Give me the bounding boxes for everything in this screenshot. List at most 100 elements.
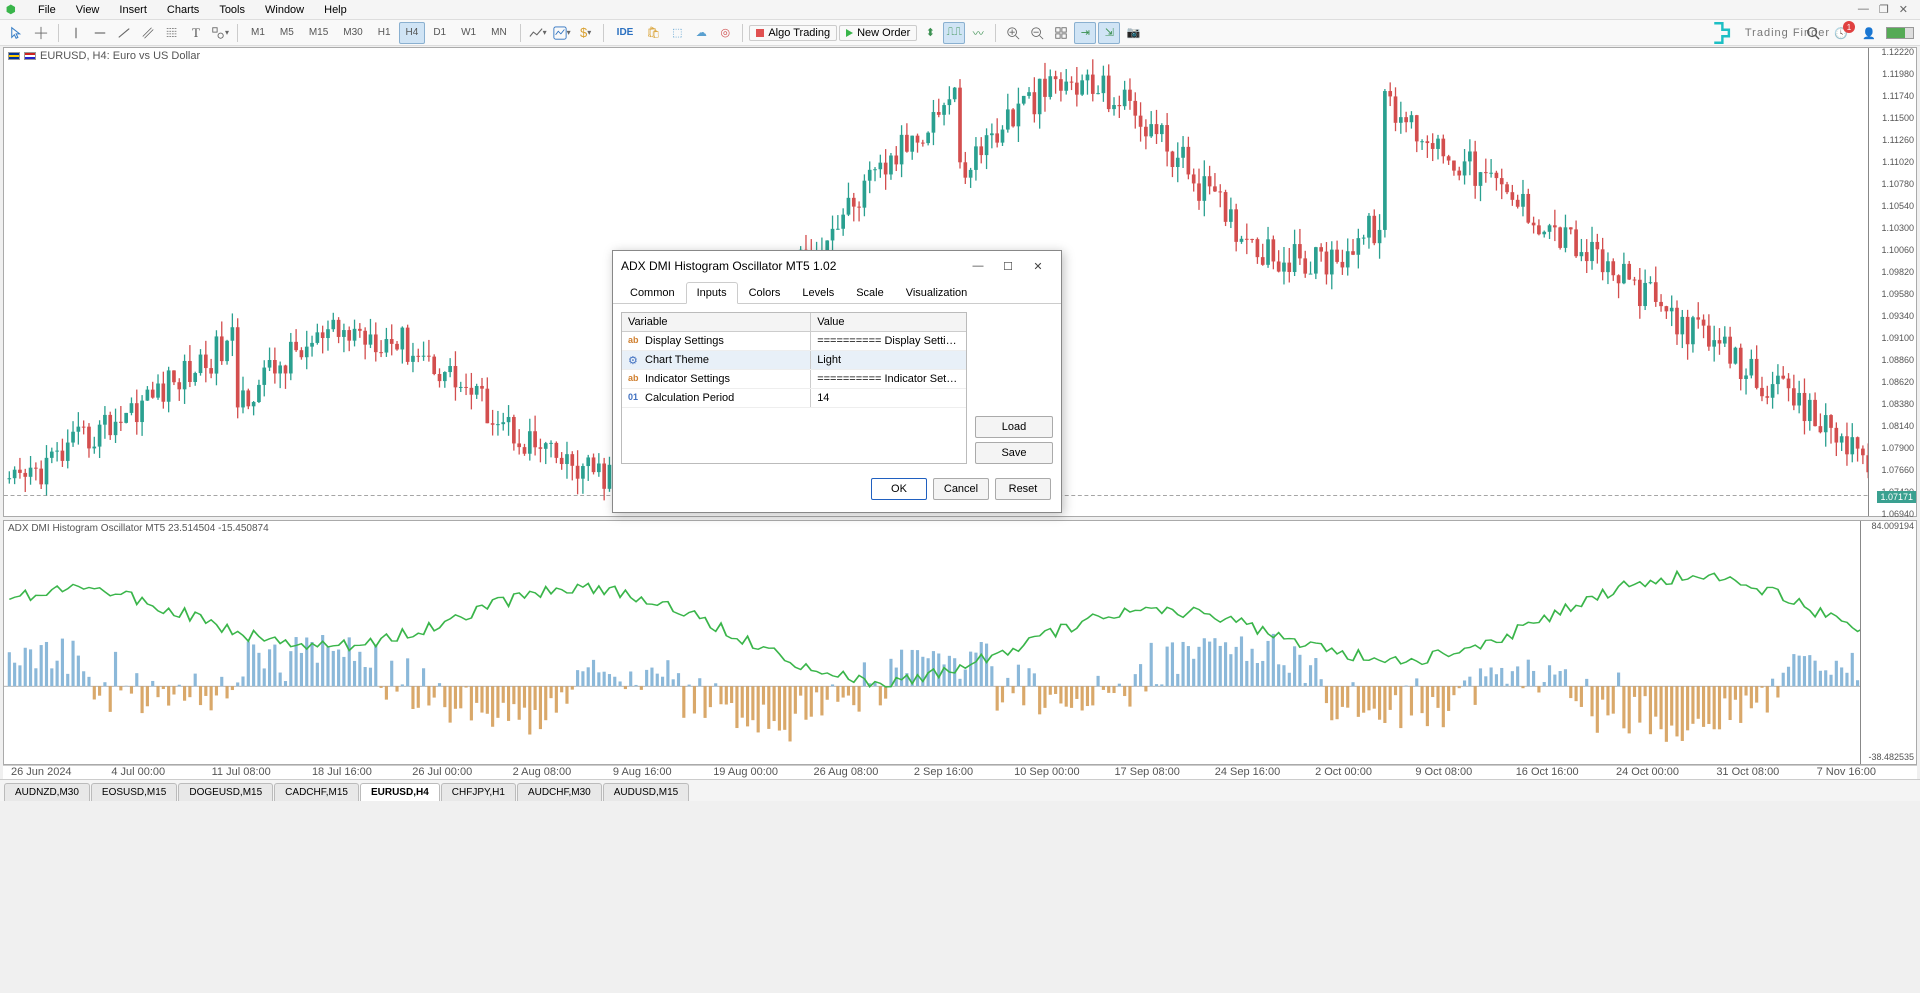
window-minimize-icon[interactable]: — <box>1858 3 1869 16</box>
save-button[interactable]: Save <box>975 442 1053 464</box>
dialog-tab-visualization[interactable]: Visualization <box>895 282 979 304</box>
dialog-titlebar[interactable]: ADX DMI Histogram Oscillator MT5 1.02 — … <box>613 251 1061 281</box>
chart-tab[interactable]: AUDCHF,M30 <box>517 783 602 801</box>
screenshot-icon[interactable]: 📷 <box>1122 22 1144 44</box>
objects-dropdown-icon[interactable]: ▾ <box>209 22 231 44</box>
hline-tool-icon[interactable] <box>89 22 111 44</box>
connection-status-icon[interactable] <box>1886 27 1914 39</box>
chart-tab[interactable]: DOGEUSD,M15 <box>178 783 273 801</box>
time-tick: 26 Jul 00:00 <box>412 766 512 779</box>
tile-icon[interactable] <box>1050 22 1072 44</box>
indicator-panel[interactable]: ADX DMI Histogram Oscillator MT5 23.5145… <box>3 520 1917 765</box>
load-button[interactable]: Load <box>975 416 1053 438</box>
menu-insert[interactable]: Insert <box>109 2 157 18</box>
vps-icon[interactable]: ⬚ <box>666 22 688 44</box>
cancel-button[interactable]: Cancel <box>933 478 989 500</box>
price-tick: 1.07900 <box>1881 443 1914 453</box>
time-tick: 18 Jul 16:00 <box>312 766 412 779</box>
time-axis: 26 Jun 20244 Jul 00:0011 Jul 08:0018 Jul… <box>3 765 1917 779</box>
dialog-title: ADX DMI Histogram Oscillator MT5 1.02 <box>621 259 963 273</box>
menu-window[interactable]: Window <box>255 2 314 18</box>
dialog-close-icon[interactable]: ✕ <box>1023 255 1053 277</box>
vline-tool-icon[interactable] <box>65 22 87 44</box>
price-tick: 1.11740 <box>1882 91 1914 101</box>
window-restore-icon[interactable]: ❐ <box>1879 3 1889 16</box>
market-icon[interactable]: 🛍 <box>642 22 664 44</box>
input-row[interactable]: ⚙Chart ThemeLight <box>622 351 966 370</box>
menu-file[interactable]: File <box>28 2 66 18</box>
flag-us-icon <box>24 52 36 60</box>
chart-tab[interactable]: CHFJPY,H1 <box>441 783 516 801</box>
price-tick: 1.11980 <box>1882 69 1914 79</box>
signals-icon[interactable]: ◎ <box>714 22 736 44</box>
zoom-out-icon[interactable] <box>1026 22 1048 44</box>
shift-chart-icon[interactable]: ⇥ <box>1074 22 1096 44</box>
dialog-tab-inputs[interactable]: Inputs <box>686 282 738 304</box>
chart-tab[interactable]: EOSUSD,M15 <box>91 783 177 801</box>
chart-tab[interactable]: AUDNZD,M30 <box>4 783 90 801</box>
input-row[interactable]: abDisplay Settings========== Display Set… <box>622 332 966 351</box>
dialog-tab-colors[interactable]: Colors <box>738 282 792 304</box>
price-tick: 1.09580 <box>1881 289 1914 299</box>
price-tick: 1.09820 <box>1881 267 1914 277</box>
reset-button[interactable]: Reset <box>995 478 1051 500</box>
window-close-icon[interactable]: ✕ <box>1899 3 1908 16</box>
cloud-icon[interactable]: ☁ <box>690 22 712 44</box>
chart-signal-icon[interactable]: 〰 <box>967 22 989 44</box>
dialog-tab-levels[interactable]: Levels <box>791 282 845 304</box>
ok-button[interactable]: OK <box>871 478 927 500</box>
time-tick: 26 Aug 08:00 <box>814 766 914 779</box>
indicators-dropdown-icon[interactable]: ▾ <box>551 22 573 44</box>
algo-trading-label: Algo Trading <box>768 27 830 39</box>
templates-dropdown-icon[interactable]: $▾ <box>575 22 597 44</box>
timeframe-m15[interactable]: M15 <box>302 22 335 44</box>
trade-up-icon[interactable]: ⬍ <box>919 22 941 44</box>
trendline-tool-icon[interactable] <box>113 22 135 44</box>
timeframe-m1[interactable]: M1 <box>244 22 272 44</box>
price-tick: 1.11260 <box>1882 135 1914 145</box>
channel-tool-icon[interactable] <box>137 22 159 44</box>
notifications-icon[interactable]: 🕓1 <box>1830 22 1852 44</box>
menu-charts[interactable]: Charts <box>157 2 209 18</box>
text-tool-icon[interactable]: T <box>185 22 207 44</box>
input-row[interactable]: abIndicator Settings========== Indicator… <box>622 370 966 389</box>
chart-tab[interactable]: EURUSD,H4 <box>360 783 440 801</box>
dialog-maximize-icon[interactable]: ☐ <box>993 255 1023 277</box>
menu-bar: ⬢ File View Insert Charts Tools Window H… <box>0 0 1920 20</box>
cursor-tool-icon[interactable] <box>6 22 28 44</box>
timeframe-d1[interactable]: D1 <box>426 22 453 44</box>
input-row[interactable]: 01Calculation Period14 <box>622 389 966 408</box>
price-tick: 1.11020 <box>1882 157 1914 167</box>
new-order-button[interactable]: New Order <box>839 25 917 41</box>
account-icon[interactable]: 👤 <box>1858 22 1880 44</box>
inputs-grid[interactable]: Variable Value abDisplay Settings=======… <box>621 312 967 464</box>
time-tick: 9 Oct 08:00 <box>1415 766 1515 779</box>
timeframe-mn[interactable]: MN <box>484 22 514 44</box>
menu-view[interactable]: View <box>66 2 110 18</box>
timeframe-h4[interactable]: H4 <box>399 22 426 44</box>
time-tick: 9 Aug 16:00 <box>613 766 713 779</box>
algo-trading-button[interactable]: Algo Trading <box>749 25 837 41</box>
dialog-tab-common[interactable]: Common <box>619 282 686 304</box>
timeframe-w1[interactable]: W1 <box>454 22 483 44</box>
dialog-minimize-icon[interactable]: — <box>963 255 993 277</box>
autoscroll-icon[interactable]: ⇲ <box>1098 22 1120 44</box>
fibo-tool-icon[interactable] <box>161 22 183 44</box>
menu-help[interactable]: Help <box>314 2 357 18</box>
depth-icon[interactable]: ⎍⎍ <box>943 22 965 44</box>
crosshair-tool-icon[interactable] <box>30 22 52 44</box>
timeframe-m30[interactable]: M30 <box>336 22 369 44</box>
zoom-in-icon[interactable] <box>1002 22 1024 44</box>
time-tick: 31 Oct 08:00 <box>1716 766 1816 779</box>
menu-tools[interactable]: Tools <box>209 2 255 18</box>
price-tick: 1.09100 <box>1881 333 1914 343</box>
search-icon[interactable] <box>1802 22 1824 44</box>
time-tick: 24 Sep 16:00 <box>1215 766 1315 779</box>
timeframe-m5[interactable]: M5 <box>273 22 301 44</box>
ide-button[interactable]: IDE <box>610 22 641 44</box>
chart-tab[interactable]: CADCHF,M15 <box>274 783 359 801</box>
timeframe-h1[interactable]: H1 <box>371 22 398 44</box>
dialog-tab-scale[interactable]: Scale <box>845 282 895 304</box>
chart-type-line-icon[interactable]: ▾ <box>527 22 549 44</box>
chart-tab[interactable]: AUDUSD,M15 <box>603 783 689 801</box>
